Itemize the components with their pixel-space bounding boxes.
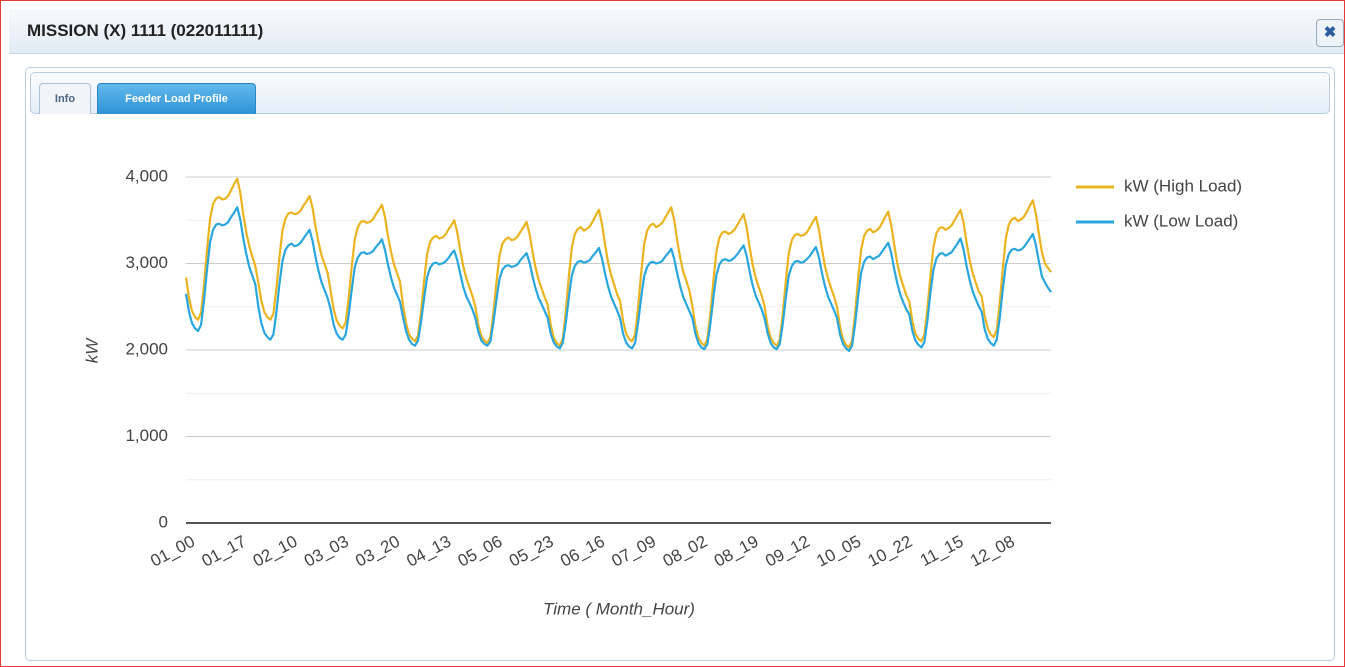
x-axis-title: Time ( Month_Hour) <box>543 599 695 618</box>
line-series <box>184 206 1052 352</box>
panel: Info Feeder Load Profile <box>25 67 1335 661</box>
x-tick-label: 12_08 <box>967 532 1018 571</box>
x-tick-label: 11_15 <box>917 532 967 570</box>
x-tick-label: 02_10 <box>250 532 301 571</box>
y-tick-label: 1,000 <box>125 426 168 445</box>
x-tick-label: 05_06 <box>455 532 506 571</box>
tab[interactable]: Info <box>39 83 91 114</box>
window-title: MISSION (X) 1111 (022011111) <box>27 21 264 40</box>
close-button[interactable]: ✖ <box>1316 19 1344 47</box>
y-tick-label: 0 <box>159 512 168 531</box>
x-tick-label: 06_16 <box>557 532 608 571</box>
x-tick-label: 10_05 <box>813 532 864 571</box>
x-tick-label: 01_00 <box>147 532 198 571</box>
x-tick-label: 08_19 <box>711 532 762 571</box>
x-tick-label: 03_03 <box>301 532 352 571</box>
x-tick-label: 07_09 <box>608 532 659 571</box>
y-axis-title: kW <box>82 337 101 364</box>
y-tick-label: 2,000 <box>125 339 168 358</box>
tab-active[interactable]: Feeder Load Profile <box>97 83 256 114</box>
tab-bar: Info Feeder Load Profile <box>30 72 1330 114</box>
x-tick-label: 10_22 <box>865 532 916 571</box>
x-tick-label: 08_02 <box>660 532 711 571</box>
x-tick-label: 04_13 <box>404 532 455 571</box>
y-tick-label: 3,000 <box>125 253 168 272</box>
x-tick-label: 09_12 <box>762 532 813 571</box>
legend-label: kW (High Load) <box>1124 176 1242 195</box>
title-bar: MISSION (X) 1111 (022011111) ✖ <box>9 9 1344 54</box>
y-tick-label: 4,000 <box>125 166 168 185</box>
x-tick-label: 01_17 <box>199 532 250 571</box>
line-series <box>184 177 1052 349</box>
x-tick-label: 03_20 <box>352 532 403 571</box>
legend-label: kW (Low Load) <box>1124 211 1238 230</box>
x-tick-label: 05_23 <box>506 532 557 571</box>
